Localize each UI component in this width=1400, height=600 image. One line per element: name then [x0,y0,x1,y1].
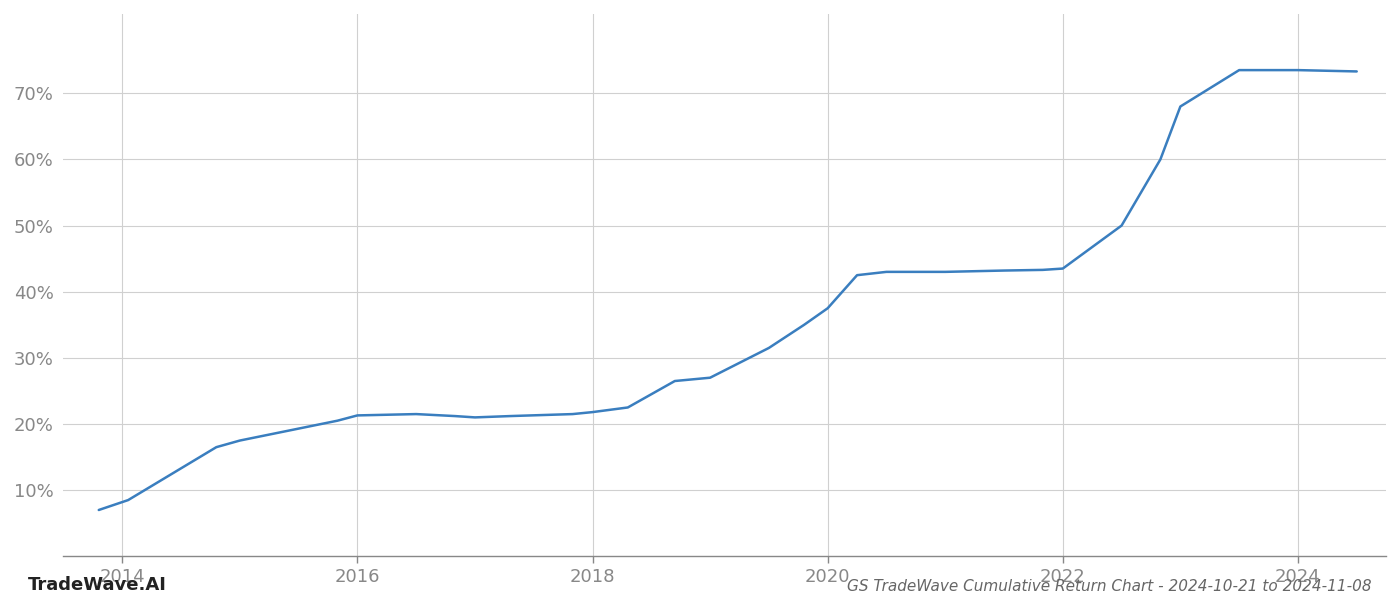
Text: GS TradeWave Cumulative Return Chart - 2024-10-21 to 2024-11-08: GS TradeWave Cumulative Return Chart - 2… [847,579,1372,594]
Text: TradeWave.AI: TradeWave.AI [28,576,167,594]
